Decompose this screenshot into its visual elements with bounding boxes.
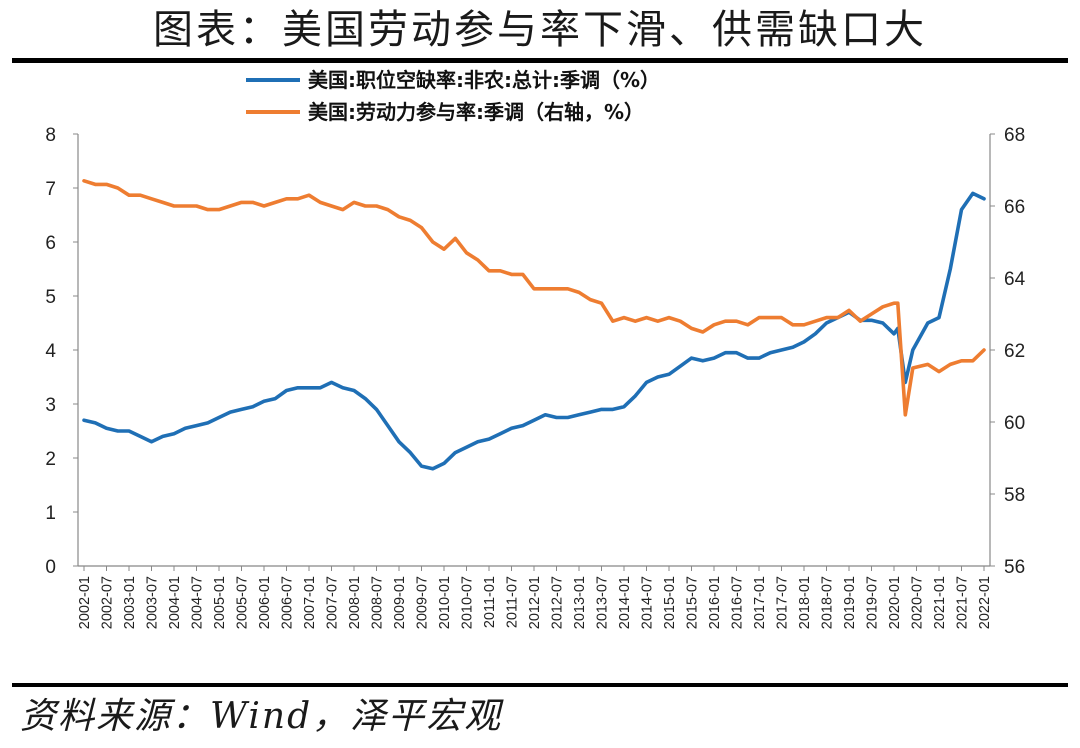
x-tick-label: 2002-01 [77,576,93,629]
left-tick-label: 5 [45,287,56,308]
x-tick-label: 2007-01 [302,576,318,629]
chart-series [82,179,986,471]
x-tick-label: 2010-07 [460,576,476,629]
chart-legend: 美国:职位空缺率:非农:总计:季调（%） 美国:劳动力参与率:季调（右轴，%） [246,68,660,124]
left-tick-label: 7 [45,179,56,200]
x-tick-label: 2009-07 [415,576,431,629]
x-tick-label: 2006-07 [280,576,296,629]
x-tick-label: 2013-07 [595,576,611,629]
x-tick-label: 2018-07 [820,576,836,629]
left-tick-label: 4 [45,341,56,362]
x-tick-label: 2011-07 [505,576,521,628]
right-tick-label: 60 [1004,413,1025,434]
participation-rate-line [82,179,986,417]
x-tick-label: 2011-01 [482,576,498,628]
left-tick-label: 8 [45,125,56,146]
right-tick-label: 62 [1004,341,1025,362]
x-tick-label: 2006-01 [257,576,273,629]
x-tick-label: 2014-01 [617,576,633,629]
left-tick-label: 3 [45,395,56,416]
x-tick-label: 2004-01 [167,576,183,629]
x-tick-label: 2005-07 [235,576,251,629]
left-tick-label: 1 [45,503,56,524]
x-tick-label: 2015-07 [685,576,701,629]
right-tick-label: 56 [1004,557,1025,578]
x-tick-label: 2015-01 [662,576,678,629]
x-tick-label: 2003-07 [145,576,161,629]
x-tick-label: 2019-01 [842,576,858,629]
x-tick-label: 2020-07 [910,576,926,629]
x-tick-label: 2012-07 [550,576,566,629]
legend-label: 美国:职位空缺率:非农:总计:季调（%） [308,68,660,92]
x-tick-label: 2016-07 [730,576,746,629]
title-rule [12,58,1068,63]
footer-rule [12,683,1068,687]
x-tick-label: 2004-07 [190,576,206,629]
x-tick-label: 2018-01 [797,576,813,629]
x-tick-label: 2007-07 [325,576,341,629]
x-tick-label: 2010-01 [437,576,453,629]
left-tick-label: 0 [45,557,56,578]
chart-title: 图表：美国劳动参与率下滑、供需缺口大 [153,7,927,53]
x-tick-label: 2003-01 [122,576,138,629]
left-tick-label: 6 [45,233,56,254]
source-note: 资料来源：Wind，泽平宏观 [20,696,503,737]
x-tick-label: 2016-01 [707,576,723,629]
x-tick-label: 2022-01 [977,576,993,629]
left-tick-label: 2 [45,449,56,470]
x-tick-label: 2017-01 [752,576,768,629]
legend-label: 美国:劳动力参与率:季调（右轴，%） [308,100,644,124]
x-tick-label: 2021-01 [932,576,948,629]
right-tick-label: 68 [1004,125,1025,146]
x-tick-label: 2014-07 [640,576,656,629]
x-tick-label: 2009-01 [392,576,408,629]
x-tick-label: 2005-01 [212,576,228,629]
x-tick-label: 2002-07 [100,576,116,629]
x-tick-label: 2019-07 [865,576,881,629]
job-openings-rate-line [82,191,986,471]
right-tick-label: 66 [1004,197,1025,218]
x-tick-label: 2012-01 [527,576,543,629]
right-tick-label: 64 [1004,269,1026,290]
x-tick-label: 2008-07 [370,576,386,629]
x-tick-label: 2017-07 [775,576,791,629]
x-tick-label: 2013-01 [572,576,588,629]
x-tick-label: 2008-01 [347,576,363,629]
x-tick-label: 2020-01 [887,576,903,629]
right-tick-label: 58 [1004,485,1025,506]
x-tick-label: 2021-07 [955,576,971,629]
